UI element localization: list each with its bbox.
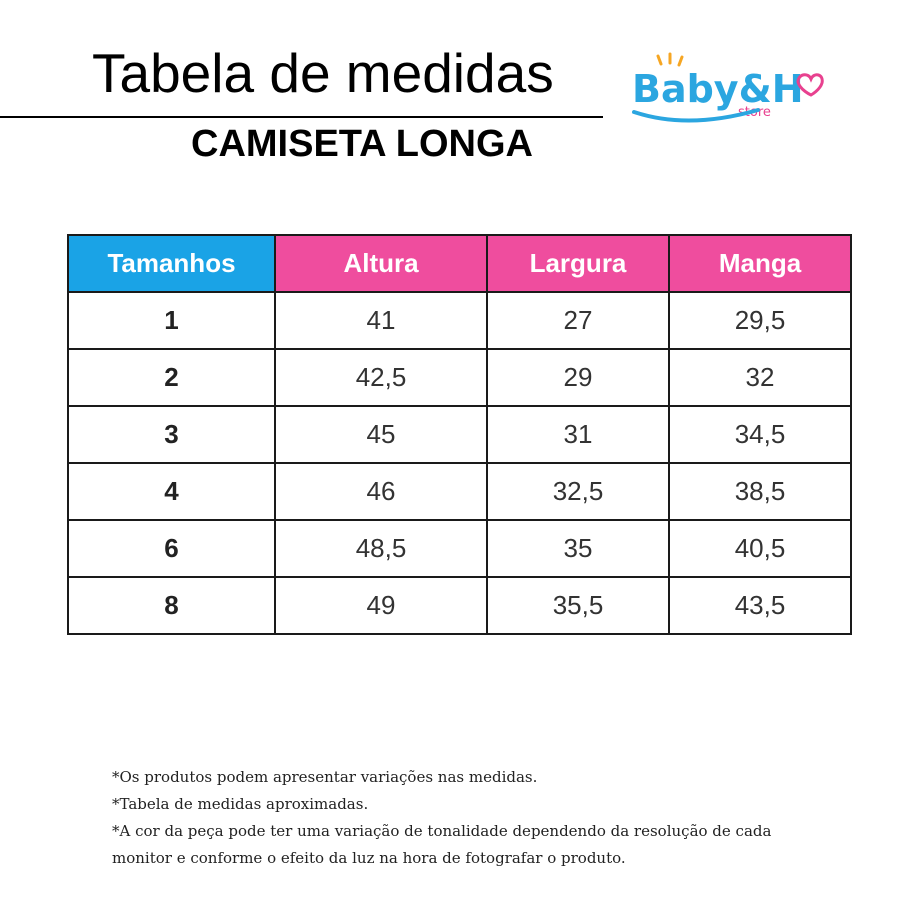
manga-cell: 38,5 [668, 462, 852, 521]
largura-cell: 35 [486, 519, 670, 578]
size-cell: 4 [67, 462, 276, 521]
size-cell: 2 [67, 348, 276, 407]
size-cell: 6 [67, 519, 276, 578]
size-cell: 8 [67, 576, 276, 635]
page-title: Tabela de medidas [92, 42, 554, 104]
largura-cell: 29 [486, 348, 670, 407]
header-tamanhos: Tamanhos [67, 234, 276, 293]
heart-icon [796, 73, 824, 97]
table-row: 8 49 35,5 43,5 [67, 576, 852, 635]
note-line: *A cor da peça pode ter uma variação de … [112, 822, 772, 867]
table-row: 4 46 32,5 38,5 [67, 462, 852, 521]
sun-rays-icon [656, 52, 684, 67]
altura-cell: 46 [274, 462, 488, 521]
manga-cell: 34,5 [668, 405, 852, 464]
manga-cell: 29,5 [668, 291, 852, 350]
smile-swoosh-icon [632, 108, 760, 123]
table-row: 2 42,5 29 32 [67, 348, 852, 407]
logo-brand-text: Baby&H [632, 67, 804, 111]
manga-cell: 32 [668, 348, 852, 407]
header-largura: Largura [486, 234, 670, 293]
table-header-row: Tamanhos Altura Largura Manga [67, 234, 852, 293]
altura-cell: 49 [274, 576, 488, 635]
header-altura: Altura [274, 234, 488, 293]
largura-cell: 31 [486, 405, 670, 464]
altura-cell: 42,5 [274, 348, 488, 407]
largura-cell: 35,5 [486, 576, 670, 635]
note-line: *Tabela de medidas aproximadas. [112, 795, 369, 813]
manga-cell: 43,5 [668, 576, 852, 635]
disclaimer-notes: *Os produtos podem apresentar variações … [112, 764, 832, 872]
largura-cell: 27 [486, 291, 670, 350]
size-chart-table: Tamanhos Altura Largura Manga 1 41 27 29… [67, 234, 852, 635]
brand-logo-graphic: Baby&H store [632, 52, 824, 123]
size-cell: 1 [67, 291, 276, 350]
size-cell: 3 [67, 405, 276, 464]
title-divider [0, 116, 603, 118]
table-row: 6 48,5 35 40,5 [67, 519, 852, 578]
table-row: 1 41 27 29,5 [67, 291, 852, 350]
brand-logo: Baby&H store [628, 52, 824, 130]
altura-cell: 41 [274, 291, 488, 350]
largura-cell: 32,5 [486, 462, 670, 521]
altura-cell: 48,5 [274, 519, 488, 578]
manga-cell: 40,5 [668, 519, 852, 578]
table-row: 3 45 31 34,5 [67, 405, 852, 464]
altura-cell: 45 [274, 405, 488, 464]
product-subtitle: CAMISETA LONGA [191, 123, 533, 165]
note-line: *Os produtos podem apresentar variações … [112, 768, 538, 786]
header-manga: Manga [668, 234, 852, 293]
